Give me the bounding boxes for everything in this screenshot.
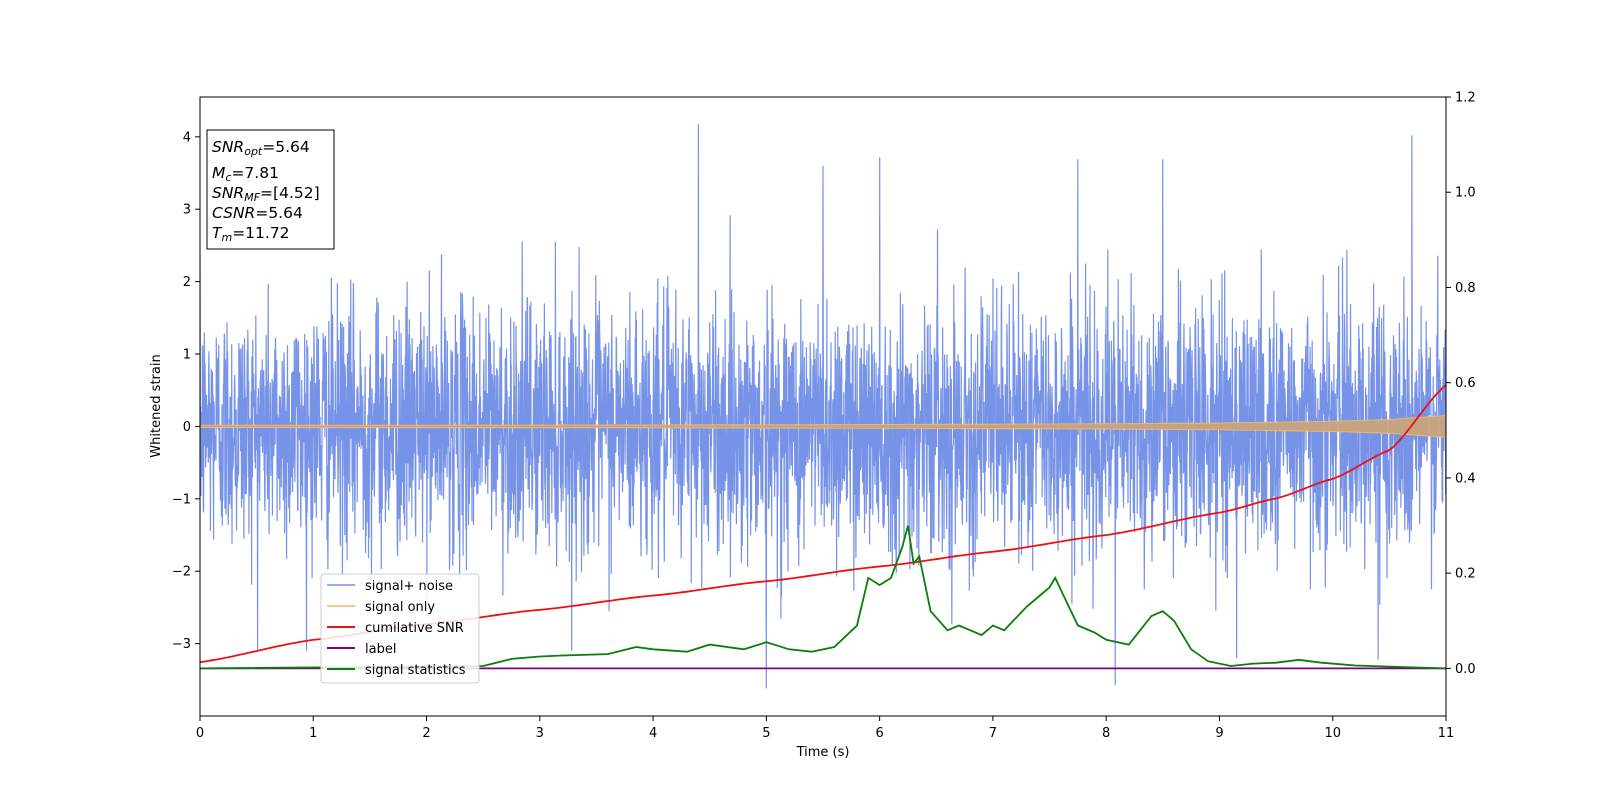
y-tick-label: −2 <box>172 565 191 580</box>
legend: signal+ noise signal only cumilative SNR la… <box>320 573 480 684</box>
annotation-line: Tm=11.72 <box>212 224 290 244</box>
legend-entry: label <box>365 642 396 657</box>
x-tick-label: 10 <box>1324 726 1341 741</box>
y2-tick-label: 0.0 <box>1455 662 1476 677</box>
y-axis-right: 0.0 0.2 0.4 0.6 0.8 1.0 1.2 <box>1446 91 1476 677</box>
annotation-line: SNRopt=5.64 <box>212 138 310 158</box>
x-tick-label: 1 <box>309 726 317 741</box>
annotation-frame <box>206 129 335 250</box>
x-tick-label: 8 <box>1102 726 1110 741</box>
x-tick-label: 9 <box>1215 726 1223 741</box>
y2-tick-label: 0.8 <box>1455 281 1476 296</box>
x-tick-label: 5 <box>762 726 770 741</box>
x-tick-label: 6 <box>875 726 883 741</box>
x-tick-label: 3 <box>536 726 544 741</box>
x-tick-label: 0 <box>196 726 204 741</box>
plot-frame <box>199 96 1447 717</box>
y-axis-label: Whitened strain <box>149 354 164 457</box>
y2-tick-label: 0.2 <box>1455 567 1476 582</box>
y-tick-label: 2 <box>183 275 191 290</box>
x-tick-label: 4 <box>649 726 657 741</box>
legend-entry: signal only <box>365 600 435 615</box>
legend-entry: signal statistics <box>365 663 466 678</box>
x-axis: 0 1 2 3 4 5 6 7 8 9 10 11 <box>196 716 1454 741</box>
y-tick-label: −3 <box>172 637 191 652</box>
series-signal-statistics-line <box>200 525 1446 670</box>
legend-entry: signal+ noise <box>365 579 453 594</box>
legend-entry: cumilative SNR <box>365 621 464 636</box>
x-tick-label: 2 <box>422 726 430 741</box>
annotation-line: SNRMF=[4.52] <box>212 184 320 204</box>
y2-tick-label: 1.2 <box>1455 91 1476 106</box>
y-tick-label: 1 <box>183 348 191 363</box>
y-tick-label: −1 <box>172 492 191 507</box>
legend-frame <box>320 573 480 684</box>
y2-tick-label: 1.0 <box>1455 186 1476 201</box>
annotation-line: Mc=7.81 <box>212 164 279 184</box>
y-axis-left: −3 −2 −1 0 1 2 3 4 <box>172 130 200 652</box>
annotation-line: CSNR=5.64 <box>212 204 303 222</box>
x-tick-label: 11 <box>1438 726 1455 741</box>
y-tick-label: 3 <box>183 203 191 218</box>
x-tick-label: 7 <box>989 726 997 741</box>
y-tick-label: 0 <box>183 420 191 435</box>
x-axis-label: Time (s) <box>796 745 850 760</box>
y2-tick-label: 0.4 <box>1455 471 1476 486</box>
y2-tick-label: 0.6 <box>1455 376 1476 391</box>
y-tick-label: 4 <box>183 130 191 145</box>
series-signal-only-band <box>200 414 1446 438</box>
